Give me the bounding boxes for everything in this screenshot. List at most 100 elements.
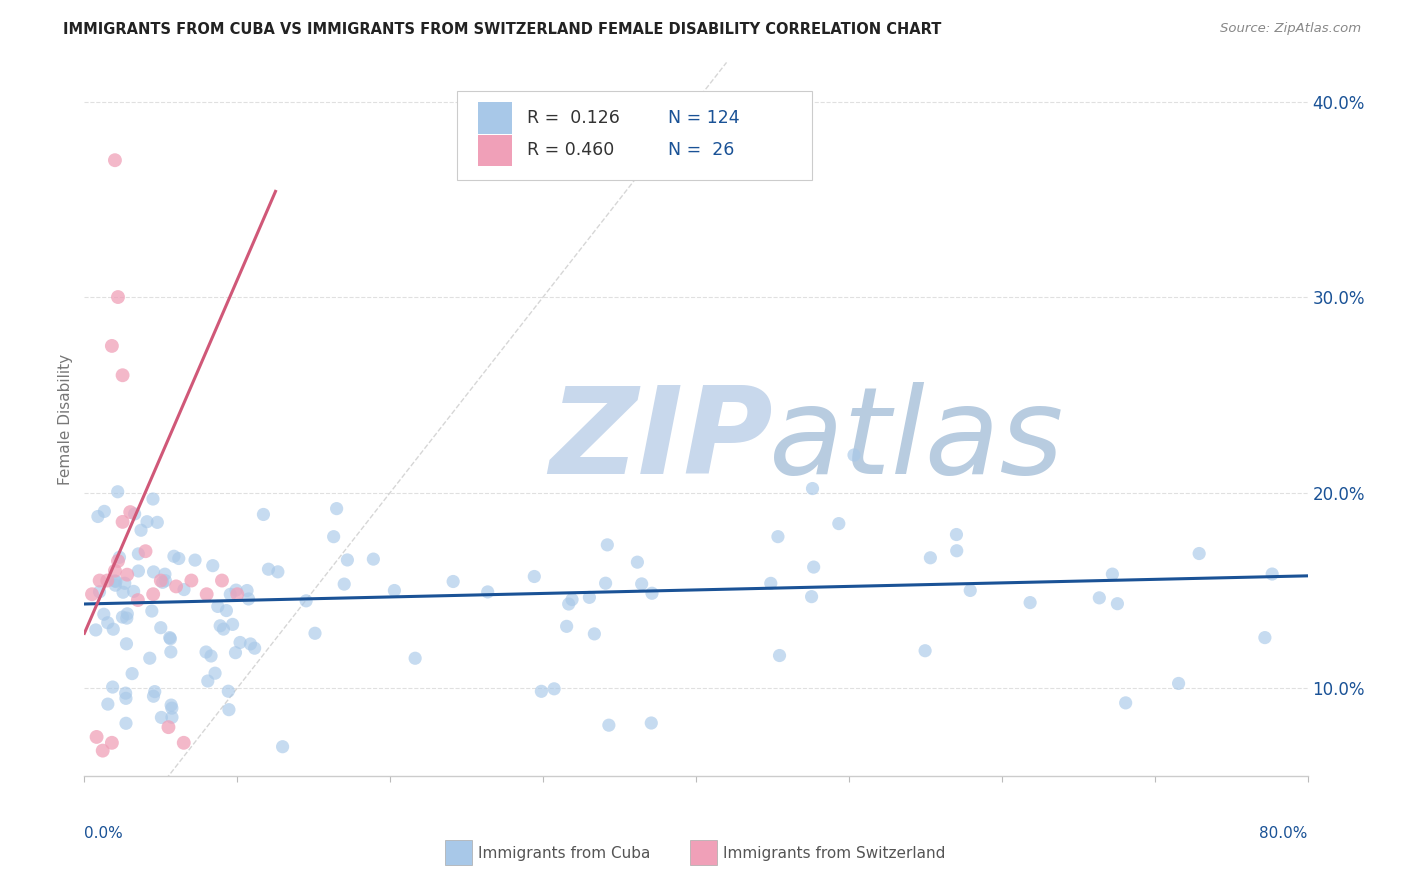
Point xyxy=(842,448,865,462)
Point xyxy=(640,716,662,731)
Text: Immigrants from Cuba: Immigrants from Cuba xyxy=(478,846,651,861)
Point xyxy=(1188,547,1211,561)
Point xyxy=(630,577,652,591)
Point xyxy=(197,673,219,688)
Point xyxy=(120,505,142,519)
Point xyxy=(1167,676,1189,690)
Text: N =  26: N = 26 xyxy=(668,141,734,159)
Point xyxy=(129,523,152,537)
Point xyxy=(107,484,129,499)
Point xyxy=(104,574,127,589)
Point xyxy=(209,619,232,633)
Point xyxy=(124,507,146,521)
Point xyxy=(215,603,238,617)
Point xyxy=(557,597,579,611)
Point xyxy=(117,607,139,621)
Point xyxy=(97,697,120,711)
Point xyxy=(1019,596,1042,610)
Point xyxy=(160,698,183,712)
Point xyxy=(384,583,406,598)
Point xyxy=(141,604,163,618)
Point xyxy=(803,560,825,574)
Point xyxy=(543,681,565,696)
Point xyxy=(1254,631,1277,645)
Point xyxy=(207,599,229,614)
Point xyxy=(304,626,326,640)
Point xyxy=(157,720,180,734)
Point xyxy=(93,607,115,622)
Point xyxy=(759,576,782,591)
Point xyxy=(111,368,134,383)
Point xyxy=(146,516,169,530)
Point xyxy=(561,592,583,607)
Point xyxy=(103,622,125,636)
Point xyxy=(243,641,266,656)
Point xyxy=(111,515,134,529)
Point xyxy=(578,591,600,605)
Point xyxy=(136,515,159,529)
Point xyxy=(195,645,218,659)
Point xyxy=(96,574,118,588)
Point xyxy=(212,622,235,636)
Point xyxy=(801,482,824,496)
Point xyxy=(111,610,134,624)
Point xyxy=(104,578,127,592)
Point xyxy=(107,290,129,304)
Point xyxy=(595,576,617,591)
Point xyxy=(135,544,157,558)
Point xyxy=(127,547,149,561)
Point xyxy=(163,549,186,564)
Point xyxy=(160,645,183,659)
Point xyxy=(224,646,246,660)
Point xyxy=(333,577,356,591)
FancyBboxPatch shape xyxy=(457,91,813,180)
Point xyxy=(160,710,183,724)
Point xyxy=(153,567,176,582)
Point xyxy=(626,555,648,569)
Point xyxy=(142,587,165,601)
Point xyxy=(122,584,145,599)
Point xyxy=(167,551,190,566)
Point xyxy=(257,562,280,576)
Point xyxy=(195,587,218,601)
Point xyxy=(101,339,124,353)
Point xyxy=(142,690,165,704)
Point xyxy=(800,590,823,604)
Point xyxy=(101,680,124,694)
Point xyxy=(89,584,111,599)
Point xyxy=(200,648,222,663)
Point xyxy=(121,666,143,681)
Point xyxy=(325,501,347,516)
Point xyxy=(238,591,260,606)
Point xyxy=(115,691,138,706)
Point xyxy=(920,550,942,565)
Point xyxy=(1088,591,1111,605)
Text: 0.0%: 0.0% xyxy=(84,826,124,841)
Point xyxy=(219,587,242,601)
Text: IMMIGRANTS FROM CUBA VS IMMIGRANTS FROM SWITZERLAND FEMALE DISABILITY CORRELATIO: IMMIGRANTS FROM CUBA VS IMMIGRANTS FROM … xyxy=(63,22,942,37)
FancyBboxPatch shape xyxy=(446,840,472,865)
Point xyxy=(127,593,149,607)
Point xyxy=(959,583,981,598)
Point xyxy=(115,567,138,582)
Point xyxy=(150,710,173,724)
Point xyxy=(152,575,174,590)
Text: ZIP: ZIP xyxy=(550,382,773,500)
Point xyxy=(165,579,187,593)
Point xyxy=(159,632,181,646)
Point xyxy=(229,635,252,649)
Point xyxy=(218,703,240,717)
Point xyxy=(768,648,790,663)
Point xyxy=(363,552,385,566)
Text: R = 0.460: R = 0.460 xyxy=(527,141,614,159)
Text: 80.0%: 80.0% xyxy=(1260,826,1308,841)
FancyBboxPatch shape xyxy=(478,135,513,166)
Point xyxy=(160,701,183,715)
Text: R =  0.126: R = 0.126 xyxy=(527,109,620,127)
Point xyxy=(149,574,172,588)
Point xyxy=(523,569,546,583)
Point xyxy=(239,637,262,651)
Point xyxy=(267,565,290,579)
Point xyxy=(86,730,108,744)
Point xyxy=(217,684,239,698)
